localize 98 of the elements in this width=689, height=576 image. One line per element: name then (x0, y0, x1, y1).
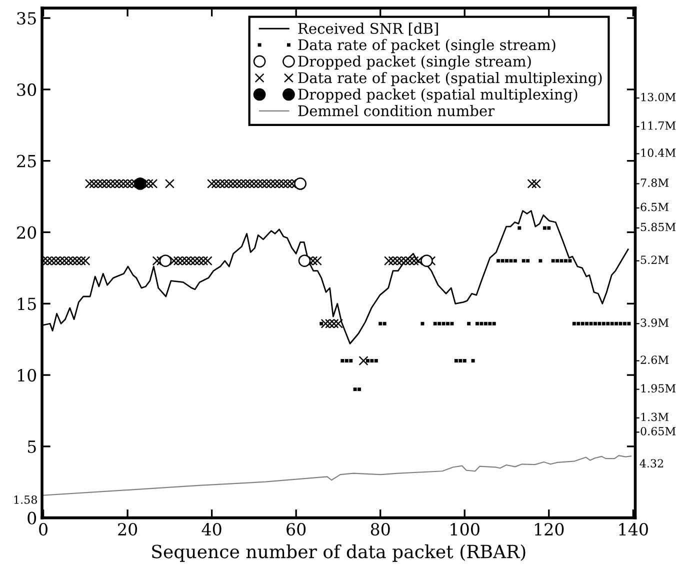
point (551, 259, 555, 263)
point (500, 259, 504, 263)
y-tick-label: 5 (28, 440, 36, 453)
x-axis-title: Sequence number of data packet (RBAR) (152, 544, 526, 562)
point (572, 322, 576, 326)
point (564, 259, 568, 263)
x-tick-label: 0 (39, 522, 48, 536)
annotation: 4.32 (640, 459, 664, 468)
point (450, 322, 454, 326)
ref-line-label: 13.0M (641, 92, 676, 102)
point (610, 322, 614, 326)
point (442, 322, 446, 326)
point (585, 322, 589, 326)
point (349, 359, 353, 362)
point (353, 388, 357, 392)
point (382, 322, 386, 326)
point (547, 226, 551, 230)
point (480, 322, 484, 326)
point (370, 359, 374, 362)
ref-line-label: 2.6M (640, 356, 668, 364)
point (560, 259, 564, 263)
point (606, 322, 610, 326)
legend-label: Dropped packet (single stream) (298, 55, 531, 70)
x-tick-label: 120 (535, 522, 564, 536)
x-tick-label: 40 (202, 522, 222, 536)
y-tick-label: 35 (17, 12, 36, 25)
point (358, 388, 362, 392)
point (294, 178, 306, 190)
point (484, 322, 488, 326)
legend-label: Received SNR [dB] (298, 22, 438, 36)
x-tick-label: 60 (286, 522, 306, 536)
legend-label: Dropped packet (spatial multiplexing) (298, 88, 578, 103)
point (505, 259, 508, 263)
point (542, 226, 546, 230)
point (492, 322, 496, 326)
point (627, 322, 631, 326)
x-tick-label: 100 (450, 522, 480, 536)
point (518, 226, 522, 230)
point (458, 359, 462, 362)
point (446, 322, 450, 326)
point (622, 322, 626, 326)
legend-label: Data rate of packet (spatial multiplexing) (298, 72, 602, 86)
point (509, 259, 513, 263)
point (598, 322, 602, 326)
y-tick-label: 15 (18, 298, 36, 310)
ref-line-label: 3.9M (640, 318, 668, 327)
y-tick-label: 0 (28, 512, 36, 524)
y-tick-label: 25 (17, 154, 36, 168)
ref-line-label: 10.4M (641, 148, 676, 157)
line-series (42, 455, 632, 496)
point (496, 259, 500, 263)
x-tick-label: 140 (619, 522, 648, 536)
point (614, 322, 618, 326)
point (462, 359, 466, 362)
point (476, 322, 479, 326)
x-tick-label: 80 (370, 522, 390, 536)
y-tick-label: 30 (17, 83, 36, 96)
ref-line-label: 6.5M (640, 202, 668, 212)
point (602, 322, 606, 326)
point (488, 322, 492, 326)
point (366, 359, 370, 362)
ref-line-label: 5.2M (640, 256, 668, 264)
annotation: 1.58 (14, 495, 37, 504)
point (526, 259, 530, 263)
legend-label: Data rate of packet (single stream) (298, 38, 556, 54)
ref-line-label: 5.85M (640, 222, 676, 232)
y-tick-label: 10 (18, 368, 36, 382)
point (471, 359, 475, 362)
point (576, 322, 580, 326)
ref-line-label: 7.8M (640, 178, 668, 187)
point (159, 254, 172, 267)
point (134, 178, 146, 190)
point (568, 259, 572, 263)
y-tick-label: 20 (17, 226, 36, 239)
point (344, 359, 348, 362)
point (374, 359, 378, 362)
ref-line-label: 11.7M (641, 121, 676, 130)
point (593, 322, 597, 326)
point (420, 254, 433, 267)
point (454, 359, 458, 362)
point (320, 322, 324, 326)
point (467, 322, 471, 326)
point (433, 322, 437, 326)
ref-line-label: 1.3M (641, 412, 668, 422)
point (589, 322, 593, 326)
point (378, 322, 382, 326)
x-tick-label: 20 (118, 522, 138, 536)
point (556, 259, 560, 263)
legend-label: Demmel condition number (298, 104, 495, 116)
point (298, 254, 311, 267)
point (513, 259, 517, 263)
ref-line-label: 1.95M (641, 384, 676, 393)
point (438, 322, 442, 326)
point (538, 259, 542, 263)
ref-line-label: 0.65M (640, 426, 676, 436)
point (340, 359, 344, 362)
point (522, 259, 526, 263)
point (580, 322, 584, 326)
